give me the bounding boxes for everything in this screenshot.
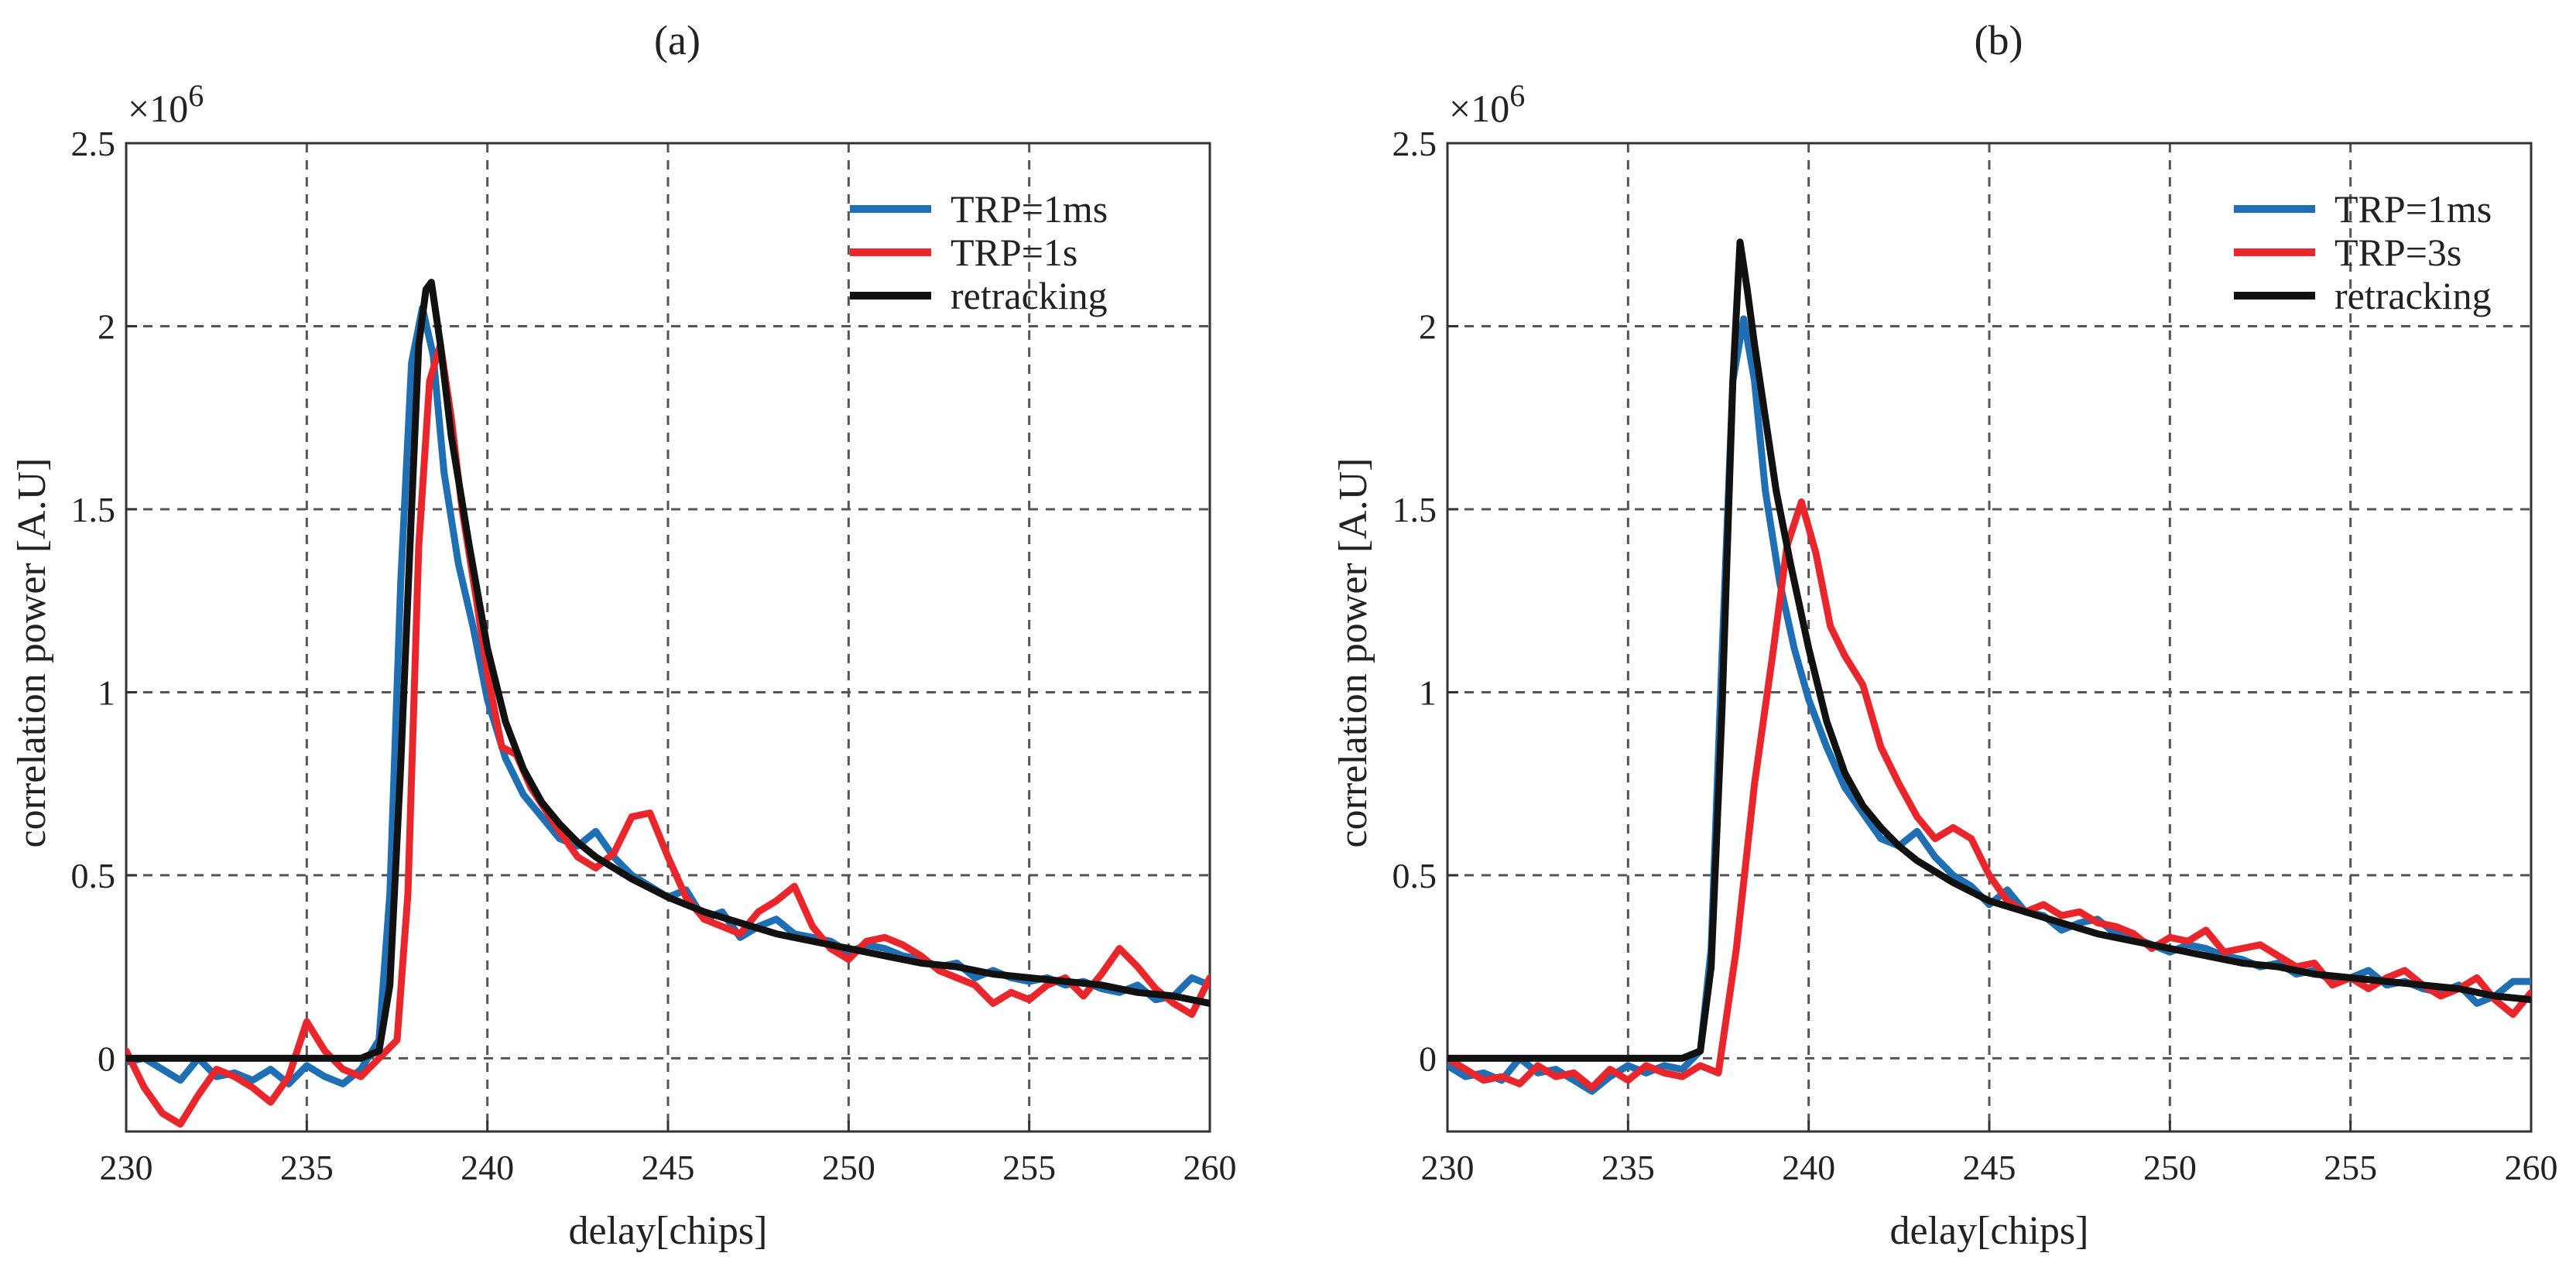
y-axis-label: correlation power [A.U] (1331, 458, 1375, 848)
y-tick-label: 1 (98, 673, 115, 712)
y-tick-label: 2 (98, 306, 115, 346)
x-tick-label: 230 (100, 1148, 153, 1187)
x-tick-label: 255 (2324, 1148, 2377, 1187)
y-tick-label: 1 (1419, 673, 1437, 712)
y-tick-label: 2 (1419, 306, 1437, 346)
y-tick-label: 1.5 (1392, 490, 1437, 529)
y-tick-label: 1.5 (71, 490, 116, 529)
multiplier-base: ×10 (1449, 87, 1509, 130)
legend-entry-label: retracking (951, 274, 1108, 317)
y-tick-label: 2.5 (1392, 124, 1437, 163)
legend-entry-label: retracking (2334, 274, 2492, 317)
x-tick-label: 230 (1421, 1148, 1475, 1187)
panel-title: (a) (654, 17, 701, 63)
x-tick-label: 245 (642, 1148, 695, 1187)
x-axis-label: delay[chips] (1889, 1209, 2088, 1253)
chart-panel-a: 230 235 240 245 250 255 260 0 0.5 1 1.5 2 2.5 ×106 (a)… (10, 17, 1237, 1253)
legend-entry-label: TRP=1ms (2334, 187, 2492, 231)
chart-panel-b: 230 235 240 245 250 255 260 0 0.5 1 1.5 2 2.5 ×106 (b)… (1331, 17, 2558, 1253)
y-tick-label: 2.5 (71, 124, 116, 163)
y-axis-label: correlation power [A.U] (10, 458, 54, 848)
x-tick-label: 255 (1002, 1148, 1056, 1187)
legend-entry-label: TRP=3s (2334, 231, 2461, 274)
series-line-trp-1s (126, 341, 1210, 1128)
y-tick-label: 0 (1419, 1039, 1437, 1078)
multiplier-base: ×10 (128, 87, 188, 130)
series-line-retracking (126, 279, 1210, 1062)
series-line-retracking (1447, 238, 2531, 1062)
y-axis-multiplier: ×106 (1449, 78, 1525, 130)
x-tick-label: 260 (1184, 1148, 1237, 1187)
y-tick-label: 0.5 (71, 856, 116, 895)
y-axis-multiplier: ×106 (128, 78, 204, 130)
x-tick-label: 240 (1782, 1148, 1835, 1187)
x-tick-label: 250 (822, 1148, 875, 1187)
panel-title: (b) (1975, 17, 2023, 63)
x-tick-label: 250 (2143, 1148, 2197, 1187)
x-tick-label: 260 (2505, 1148, 2558, 1187)
x-axis-label: delay[chips] (568, 1209, 767, 1253)
legend-entry-label: TRP=1s (951, 231, 1077, 274)
multiplier-exponent: 6 (1509, 78, 1525, 113)
x-tick-label: 245 (1963, 1148, 2016, 1187)
legend-entry-label: TRP=1ms (951, 187, 1108, 231)
x-tick-label: 240 (461, 1148, 514, 1187)
y-tick-label: 0 (98, 1039, 115, 1078)
multiplier-exponent: 6 (188, 78, 204, 113)
x-tick-label: 235 (280, 1148, 334, 1187)
y-tick-label: 0.5 (1392, 856, 1437, 895)
x-tick-label: 235 (1601, 1148, 1655, 1187)
